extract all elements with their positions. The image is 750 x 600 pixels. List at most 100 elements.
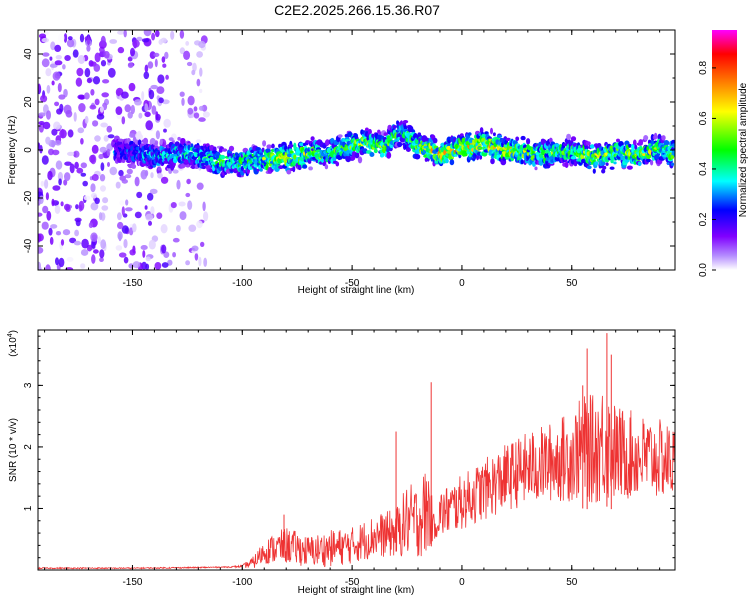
noise-blob bbox=[150, 172, 154, 179]
ridge-mark bbox=[520, 135, 526, 141]
noise-blob bbox=[54, 44, 62, 53]
noise-blob bbox=[86, 77, 92, 84]
ridge-mark bbox=[496, 134, 503, 138]
noise-blob bbox=[75, 204, 79, 210]
noise-blob bbox=[72, 49, 79, 58]
noise-blob bbox=[41, 155, 49, 165]
ridge-mark bbox=[548, 137, 553, 143]
noise-blob bbox=[53, 121, 61, 130]
noise-blob bbox=[80, 172, 87, 177]
noise-blob bbox=[193, 112, 200, 119]
noise-blob bbox=[67, 129, 74, 138]
noise-blob bbox=[91, 254, 96, 264]
noise-blob bbox=[132, 223, 137, 233]
noise-blob bbox=[100, 239, 107, 250]
noise-blob bbox=[132, 261, 141, 269]
snr-y-ticks: 1 2 3 bbox=[23, 335, 675, 559]
noise-blob bbox=[202, 111, 210, 118]
noise-blob bbox=[80, 263, 86, 269]
noise-blob bbox=[188, 224, 197, 232]
noise-blob bbox=[94, 135, 101, 142]
ridge-mark bbox=[467, 132, 472, 136]
noise-blob bbox=[49, 236, 54, 245]
noise-blob bbox=[49, 63, 58, 68]
ridge-mark bbox=[605, 162, 609, 166]
noise-blob bbox=[144, 205, 148, 210]
noise-blob bbox=[89, 154, 96, 163]
snr-background bbox=[38, 330, 675, 570]
noise-blob bbox=[153, 52, 160, 58]
noise-blob bbox=[58, 94, 66, 100]
noise-blob bbox=[127, 111, 133, 119]
ridge-mark bbox=[200, 162, 205, 167]
noise-blob bbox=[54, 140, 62, 146]
noise-blob bbox=[106, 125, 113, 133]
noise-blob bbox=[93, 249, 99, 254]
noise-blob bbox=[45, 192, 50, 201]
snr-x-tick-label: 50 bbox=[566, 577, 578, 588]
ridge-mark bbox=[609, 166, 615, 170]
noise-blob bbox=[52, 185, 61, 191]
snr-series-line bbox=[38, 394, 675, 570]
noise-blob bbox=[84, 92, 90, 100]
noise-blob bbox=[46, 110, 51, 120]
noise-blob bbox=[163, 128, 167, 133]
noise-blob bbox=[45, 68, 52, 77]
noise-blob bbox=[46, 210, 52, 221]
noise-blob bbox=[155, 113, 161, 121]
noise-blob bbox=[145, 256, 151, 262]
ridge-mark bbox=[386, 147, 390, 153]
noise-blob bbox=[54, 60, 63, 66]
noise-blob bbox=[94, 98, 100, 106]
noise-blob bbox=[63, 172, 71, 182]
noise-blob bbox=[121, 206, 125, 216]
ridge-mark bbox=[222, 148, 228, 152]
noise-blob bbox=[202, 201, 206, 212]
noise-blob bbox=[164, 51, 169, 60]
noise-blob bbox=[143, 71, 150, 80]
noise-blob bbox=[99, 146, 107, 153]
colorbar-tick-label: 0.0 bbox=[698, 263, 709, 277]
noise-blob bbox=[65, 110, 73, 118]
noise-blob bbox=[155, 30, 160, 38]
noise-blob bbox=[123, 238, 128, 249]
noise-blob bbox=[83, 195, 91, 201]
noise-blob bbox=[156, 212, 163, 219]
noise-blob bbox=[183, 50, 191, 60]
snr-y-label: SNR (10 * v/v) bbox=[8, 418, 19, 482]
ridge-mark bbox=[492, 132, 496, 137]
noise-blob bbox=[130, 104, 135, 115]
noise-blob bbox=[203, 257, 208, 267]
noise-blob bbox=[102, 197, 109, 204]
noise-blob bbox=[57, 33, 65, 43]
noise-blob bbox=[77, 55, 86, 64]
noise-blob bbox=[96, 113, 105, 120]
colorbar-tick-label: 0.4 bbox=[698, 162, 709, 176]
noise-blob bbox=[117, 30, 125, 35]
noise-blob bbox=[41, 37, 49, 43]
noise-blob bbox=[38, 212, 43, 217]
noise-blob bbox=[134, 176, 140, 187]
noise-blob bbox=[198, 105, 204, 111]
noise-blob bbox=[45, 264, 51, 270]
noise-blob bbox=[80, 249, 89, 256]
noise-blob bbox=[181, 97, 185, 106]
ridge-mark bbox=[381, 152, 385, 158]
noise-blob bbox=[60, 239, 65, 246]
noise-blob bbox=[78, 95, 86, 100]
ridge-mark bbox=[271, 143, 275, 149]
noise-blob bbox=[102, 79, 110, 84]
noise-blob bbox=[115, 181, 121, 189]
ridge-mark bbox=[538, 159, 544, 166]
noise-blob bbox=[109, 166, 118, 176]
noise-blob bbox=[198, 117, 206, 122]
ridge-mark bbox=[661, 135, 666, 141]
ridge-mark bbox=[505, 137, 511, 142]
noise-blob bbox=[124, 207, 133, 212]
ridge-mark bbox=[324, 164, 329, 170]
ridge-mark bbox=[399, 137, 406, 143]
noise-blob bbox=[160, 37, 167, 43]
ridge-mark bbox=[610, 158, 614, 164]
noise-blob bbox=[78, 103, 86, 113]
